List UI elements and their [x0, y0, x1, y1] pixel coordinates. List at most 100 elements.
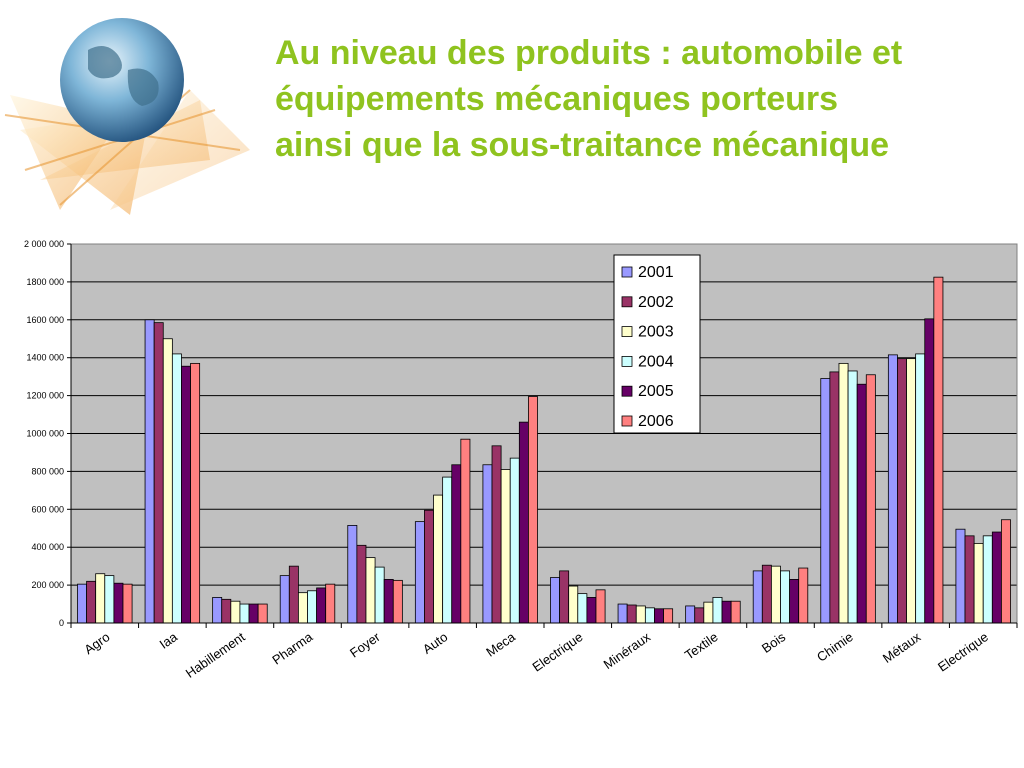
- legend-box: [613, 254, 701, 434]
- legend-label-2003: 2003: [638, 324, 674, 341]
- x-category-label: Chimie: [814, 629, 856, 664]
- title-line-2: équipements mécaniques porteurs: [275, 80, 839, 118]
- bar-2004-0: [104, 575, 115, 624]
- bar-2003-4: [365, 557, 376, 624]
- bar-2001-9: [685, 605, 696, 624]
- legend-swatch-2006: [621, 415, 633, 427]
- x-category-label: Electrique: [935, 629, 991, 674]
- bar-2002-5: [424, 509, 434, 624]
- legend-swatch-2001: [621, 266, 633, 278]
- bar-2006-6: [528, 396, 538, 624]
- bar-2005-1: [181, 365, 191, 624]
- bar-2001-4: [347, 525, 358, 624]
- y-tick-label: 800 000: [31, 466, 64, 476]
- bar-2002-10: [761, 564, 772, 624]
- legend-label-2004: 2004: [638, 353, 674, 370]
- x-category-label: Textile: [682, 629, 721, 662]
- bar-2002-12: [897, 358, 907, 624]
- bar-2005-2: [248, 603, 259, 624]
- bar-2003-0: [95, 573, 106, 624]
- legend: 2001 2002 2003 2004 2005 2006: [613, 254, 701, 434]
- bar-2001-7: [550, 577, 560, 624]
- bar-2003-11: [838, 362, 849, 624]
- bar-2004-8: [644, 607, 655, 624]
- bar-2006-1: [190, 362, 201, 624]
- y-axis-ticks: 0 200 000 400 000 600 000 800 000 1000 000 120…: [24, 239, 71, 628]
- bar-2005-9: [721, 600, 732, 624]
- bar-2006-9: [730, 600, 741, 624]
- bar-2002-13: [964, 535, 975, 624]
- y-tick-label: 2 000 000: [24, 239, 64, 249]
- bar-2004-6: [509, 457, 520, 624]
- legend-label-2006: 2006: [638, 413, 674, 430]
- bar-2002-0: [86, 580, 97, 624]
- bar-2001-8: [617, 603, 628, 624]
- bar-2001-5: [414, 521, 425, 624]
- y-tick-label: 400 000: [31, 542, 64, 552]
- bar-2003-3: [297, 592, 308, 624]
- bar-2004-11: [847, 370, 858, 624]
- x-category-label: Auto: [420, 629, 451, 657]
- bar-2001-12: [887, 354, 898, 624]
- x-category-label: Electrique: [530, 629, 586, 674]
- bar-2003-6: [500, 469, 511, 624]
- bar-2005-8: [654, 608, 664, 624]
- legend-label-2002: 2002: [638, 294, 674, 311]
- bar-2001-3: [279, 575, 290, 624]
- x-category-label: Minéraux: [601, 629, 654, 672]
- x-category-label: Habillement: [183, 629, 248, 681]
- bar-2006-2: [257, 603, 268, 624]
- x-axis-labels: Agro Iaa Habillement Pharma Foyer Auto Meca Ele…: [81, 629, 991, 681]
- bar-2003-9: [703, 601, 714, 624]
- bar-2003-12: [906, 358, 917, 624]
- bar-2004-2: [239, 603, 250, 624]
- bar-2003-1: [162, 338, 173, 624]
- bar-2001-6: [482, 464, 493, 624]
- bar-2003-10: [771, 565, 781, 624]
- bar-2005-11: [856, 383, 867, 624]
- bar-2006-12: [933, 276, 944, 624]
- legend-label-2001: 2001: [638, 264, 674, 281]
- bar-2003-5: [433, 494, 444, 624]
- bar-2001-1: [144, 319, 155, 624]
- bar-2002-6: [491, 445, 502, 624]
- title-line-1: Au niveau des produits : automobile et: [275, 34, 903, 72]
- bar-2002-2: [221, 598, 232, 624]
- bar-2002-11: [829, 371, 840, 624]
- bar-2001-11: [820, 378, 831, 624]
- bar-2001-2: [212, 597, 223, 624]
- bar-2005-7: [586, 597, 597, 624]
- x-category-label: Meca: [483, 629, 518, 660]
- bar-2001-13: [955, 528, 966, 624]
- bar-2005-5: [451, 464, 462, 624]
- bar-2002-3: [288, 565, 299, 624]
- y-tick-label: 1400 000: [26, 353, 64, 363]
- bar-2006-5: [460, 438, 471, 624]
- bar-2003-13: [973, 543, 984, 624]
- bar-2005-13: [991, 531, 1002, 624]
- bar-2005-0: [113, 582, 124, 624]
- y-tick-label: 1000 000: [26, 429, 64, 439]
- bar-2005-3: [316, 587, 327, 624]
- bar-2003-2: [230, 600, 241, 624]
- bar-2006-10: [798, 567, 809, 624]
- bar-chart: 0 200 000 400 000 600 000 800 000 1000 000 120…: [24, 239, 1018, 681]
- bar-2004-1: [171, 353, 182, 624]
- bar-2003-8: [635, 605, 646, 624]
- bar-2006-3: [325, 583, 336, 624]
- bar-2003-7: [568, 585, 579, 624]
- bar-2004-3: [307, 590, 318, 624]
- page-title: Au niveau des produits : automobile et é…: [275, 30, 1015, 168]
- bar-2005-10: [789, 579, 800, 624]
- bar-2002-8: [626, 604, 637, 624]
- bar-2005-12: [924, 318, 935, 624]
- bar-2002-1: [153, 322, 164, 624]
- x-category-label: Agro: [81, 629, 112, 657]
- bars: [77, 276, 1011, 624]
- bar-2001-0: [77, 583, 87, 624]
- bar-2006-4: [392, 579, 403, 624]
- y-tick-label: 0: [59, 618, 64, 628]
- bar-2006-11: [865, 374, 876, 624]
- x-category-label: Foyer: [347, 629, 383, 661]
- bar-2005-6: [518, 421, 529, 624]
